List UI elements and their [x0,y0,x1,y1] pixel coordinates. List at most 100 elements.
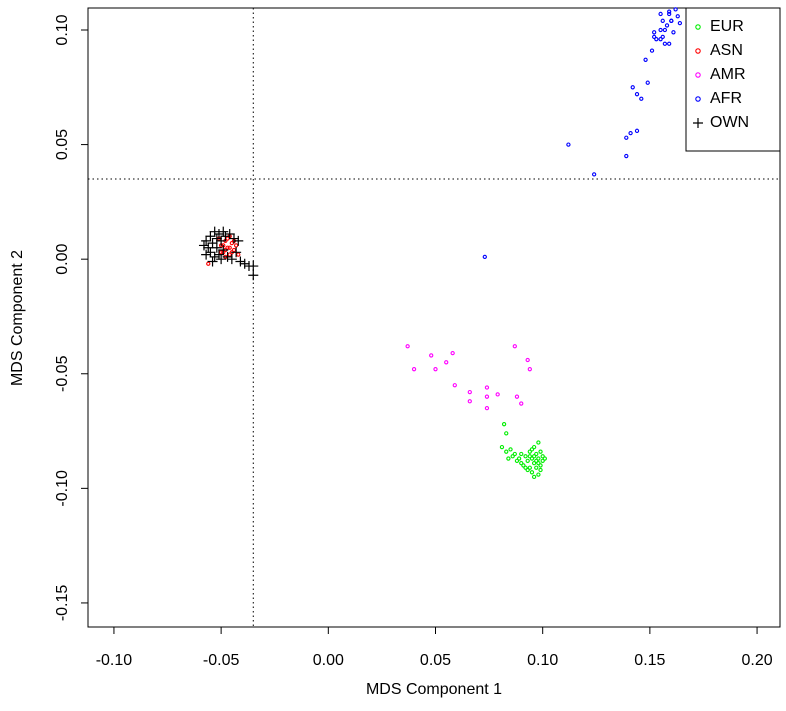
point [512,451,517,457]
point-plus [211,242,222,253]
point [652,34,657,40]
point [484,385,490,390]
point [482,254,487,260]
point [495,392,500,397]
point [206,261,211,266]
point [624,153,629,159]
point [227,245,232,250]
point [529,456,535,461]
point [542,456,547,461]
y-tick-label: 0.05 [54,129,71,160]
point [667,41,672,46]
point [444,360,449,365]
point [499,444,505,450]
point [411,367,417,372]
point [514,394,520,399]
point [645,80,650,85]
point [654,37,659,42]
point-plus [209,251,220,262]
y-tick-label: 0.00 [54,244,71,275]
point-plus [211,233,222,244]
point [677,20,683,26]
point [523,465,528,470]
series-afr [482,7,683,260]
point [233,243,239,248]
point [649,48,655,53]
point [534,451,539,457]
point [695,48,701,54]
point [624,135,629,140]
point [667,11,672,17]
point [467,399,472,404]
legend-label: EUR [710,18,744,35]
point-plus [201,235,212,246]
point [514,458,520,463]
point [516,456,522,461]
point [429,353,434,358]
point [660,34,665,40]
point [527,449,532,454]
point [695,24,701,30]
point [675,14,680,19]
point [634,128,640,133]
point [591,172,597,177]
point-plus [693,118,703,128]
y-axis-title: MDS Component 2 [9,250,26,386]
point [538,463,543,468]
point [484,405,490,411]
point-plus [216,254,227,265]
x-axis-title: MDS Component 1 [366,681,502,698]
point [527,454,532,459]
point [525,458,530,463]
point [540,458,545,463]
point [534,458,539,463]
point [566,142,571,147]
legend-label: OWN [710,114,749,131]
point-plus [205,231,216,242]
point-plus [239,258,250,269]
point [662,41,668,46]
point-plus [222,251,233,262]
y-tick-label: 0.10 [54,14,71,45]
point [662,27,668,33]
point [531,474,537,480]
point [467,389,472,395]
point [452,383,457,388]
point [671,30,676,35]
point [405,344,410,349]
point-plus [213,228,224,239]
point-plus [228,233,239,244]
point [630,85,635,90]
point [501,422,507,427]
legend-label: ASN [710,42,743,59]
point [450,350,455,356]
point [529,470,535,475]
point [504,431,509,436]
point-plus [231,247,242,258]
point [628,130,633,136]
point-plus [203,242,214,253]
point [652,30,657,35]
point [527,465,532,470]
point-plus [198,240,209,251]
point [519,401,524,406]
point [512,344,517,349]
point-plus [207,238,218,249]
point-plus [248,270,259,281]
point [538,467,543,473]
point [536,460,541,466]
point-plus [248,261,259,272]
y-tick-label: -0.10 [54,470,71,507]
point [540,454,545,459]
point [536,440,541,445]
x-tick-label: 0.15 [634,652,665,669]
legend-box [685,7,781,152]
point [523,454,528,459]
plot-frame [87,7,781,628]
point [660,18,665,23]
point [508,447,513,452]
point [536,472,541,477]
point [525,357,530,363]
point [534,465,539,470]
series-own [198,226,259,281]
